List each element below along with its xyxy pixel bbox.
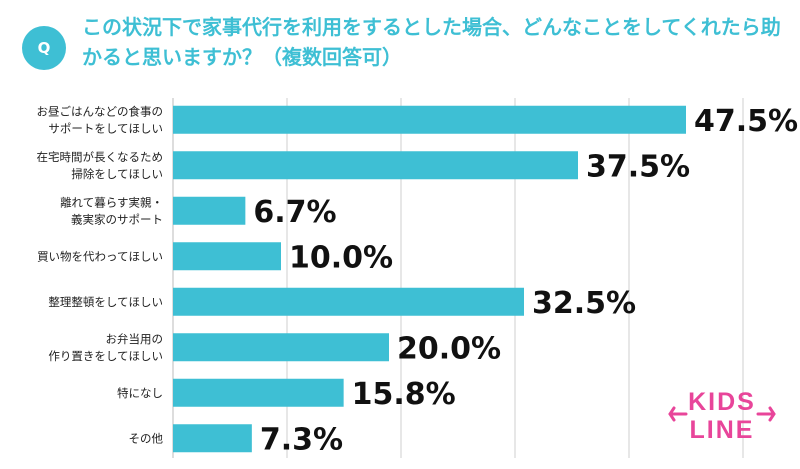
category-label-7: 特になし [117,386,163,400]
kidsline-logo: KIDS LINE [668,388,776,444]
question-title: この状況下で家事代行を利用をするとした場合、どんなことをしてくれたら助かると思い… [82,15,781,69]
value-label-6: 20.0% [397,331,501,366]
value-label-7: 15.8% [352,377,456,412]
value-label-4: 10.0% [289,240,393,275]
value-label-8: 7.3% [260,422,343,457]
value-label-2: 37.5% [586,149,690,184]
category-label-6: お弁当用の作り置きをしてほしい [48,332,163,363]
value-label-5: 32.5% [532,286,636,321]
category-label-1: お昼ごはんなどの食事のサポートをしてほしい [37,104,164,135]
category-labels: お昼ごはんなどの食事のサポートをしてほしい在宅時間が長くなるため掃除をしてほしい… [37,104,164,445]
bar-7 [173,378,344,407]
logo-arms-icon [668,406,776,422]
logo-text-line1: KIDS [688,388,756,416]
bar-2 [173,151,578,180]
value-label-3: 6.7% [253,195,336,230]
logo-text-line2: LINE [690,416,755,444]
value-label-1: 47.5% [694,104,798,139]
category-label-4: 買い物を代わってほしい [37,249,163,263]
bar-group [173,105,686,453]
question-badge: Q [22,26,66,70]
value-labels: 47.5%37.5% 6.7% 10.0% 32.5% 20.0% 15.8% 7.3% [253,104,798,458]
bar-6 [173,333,389,362]
bar-1 [173,105,686,134]
category-label-8: その他 [129,431,164,445]
bar-3 [173,196,246,225]
bar-5 [173,287,524,316]
bar-8 [173,424,252,453]
category-label-3: 離れて暮らす実親・義実家のサポート [60,195,163,226]
bar-4 [173,242,281,271]
category-label-5: 整理整頓をしてほしい [48,295,163,309]
category-label-2: 在宅時間が長くなるため掃除をしてほしい [37,150,164,181]
